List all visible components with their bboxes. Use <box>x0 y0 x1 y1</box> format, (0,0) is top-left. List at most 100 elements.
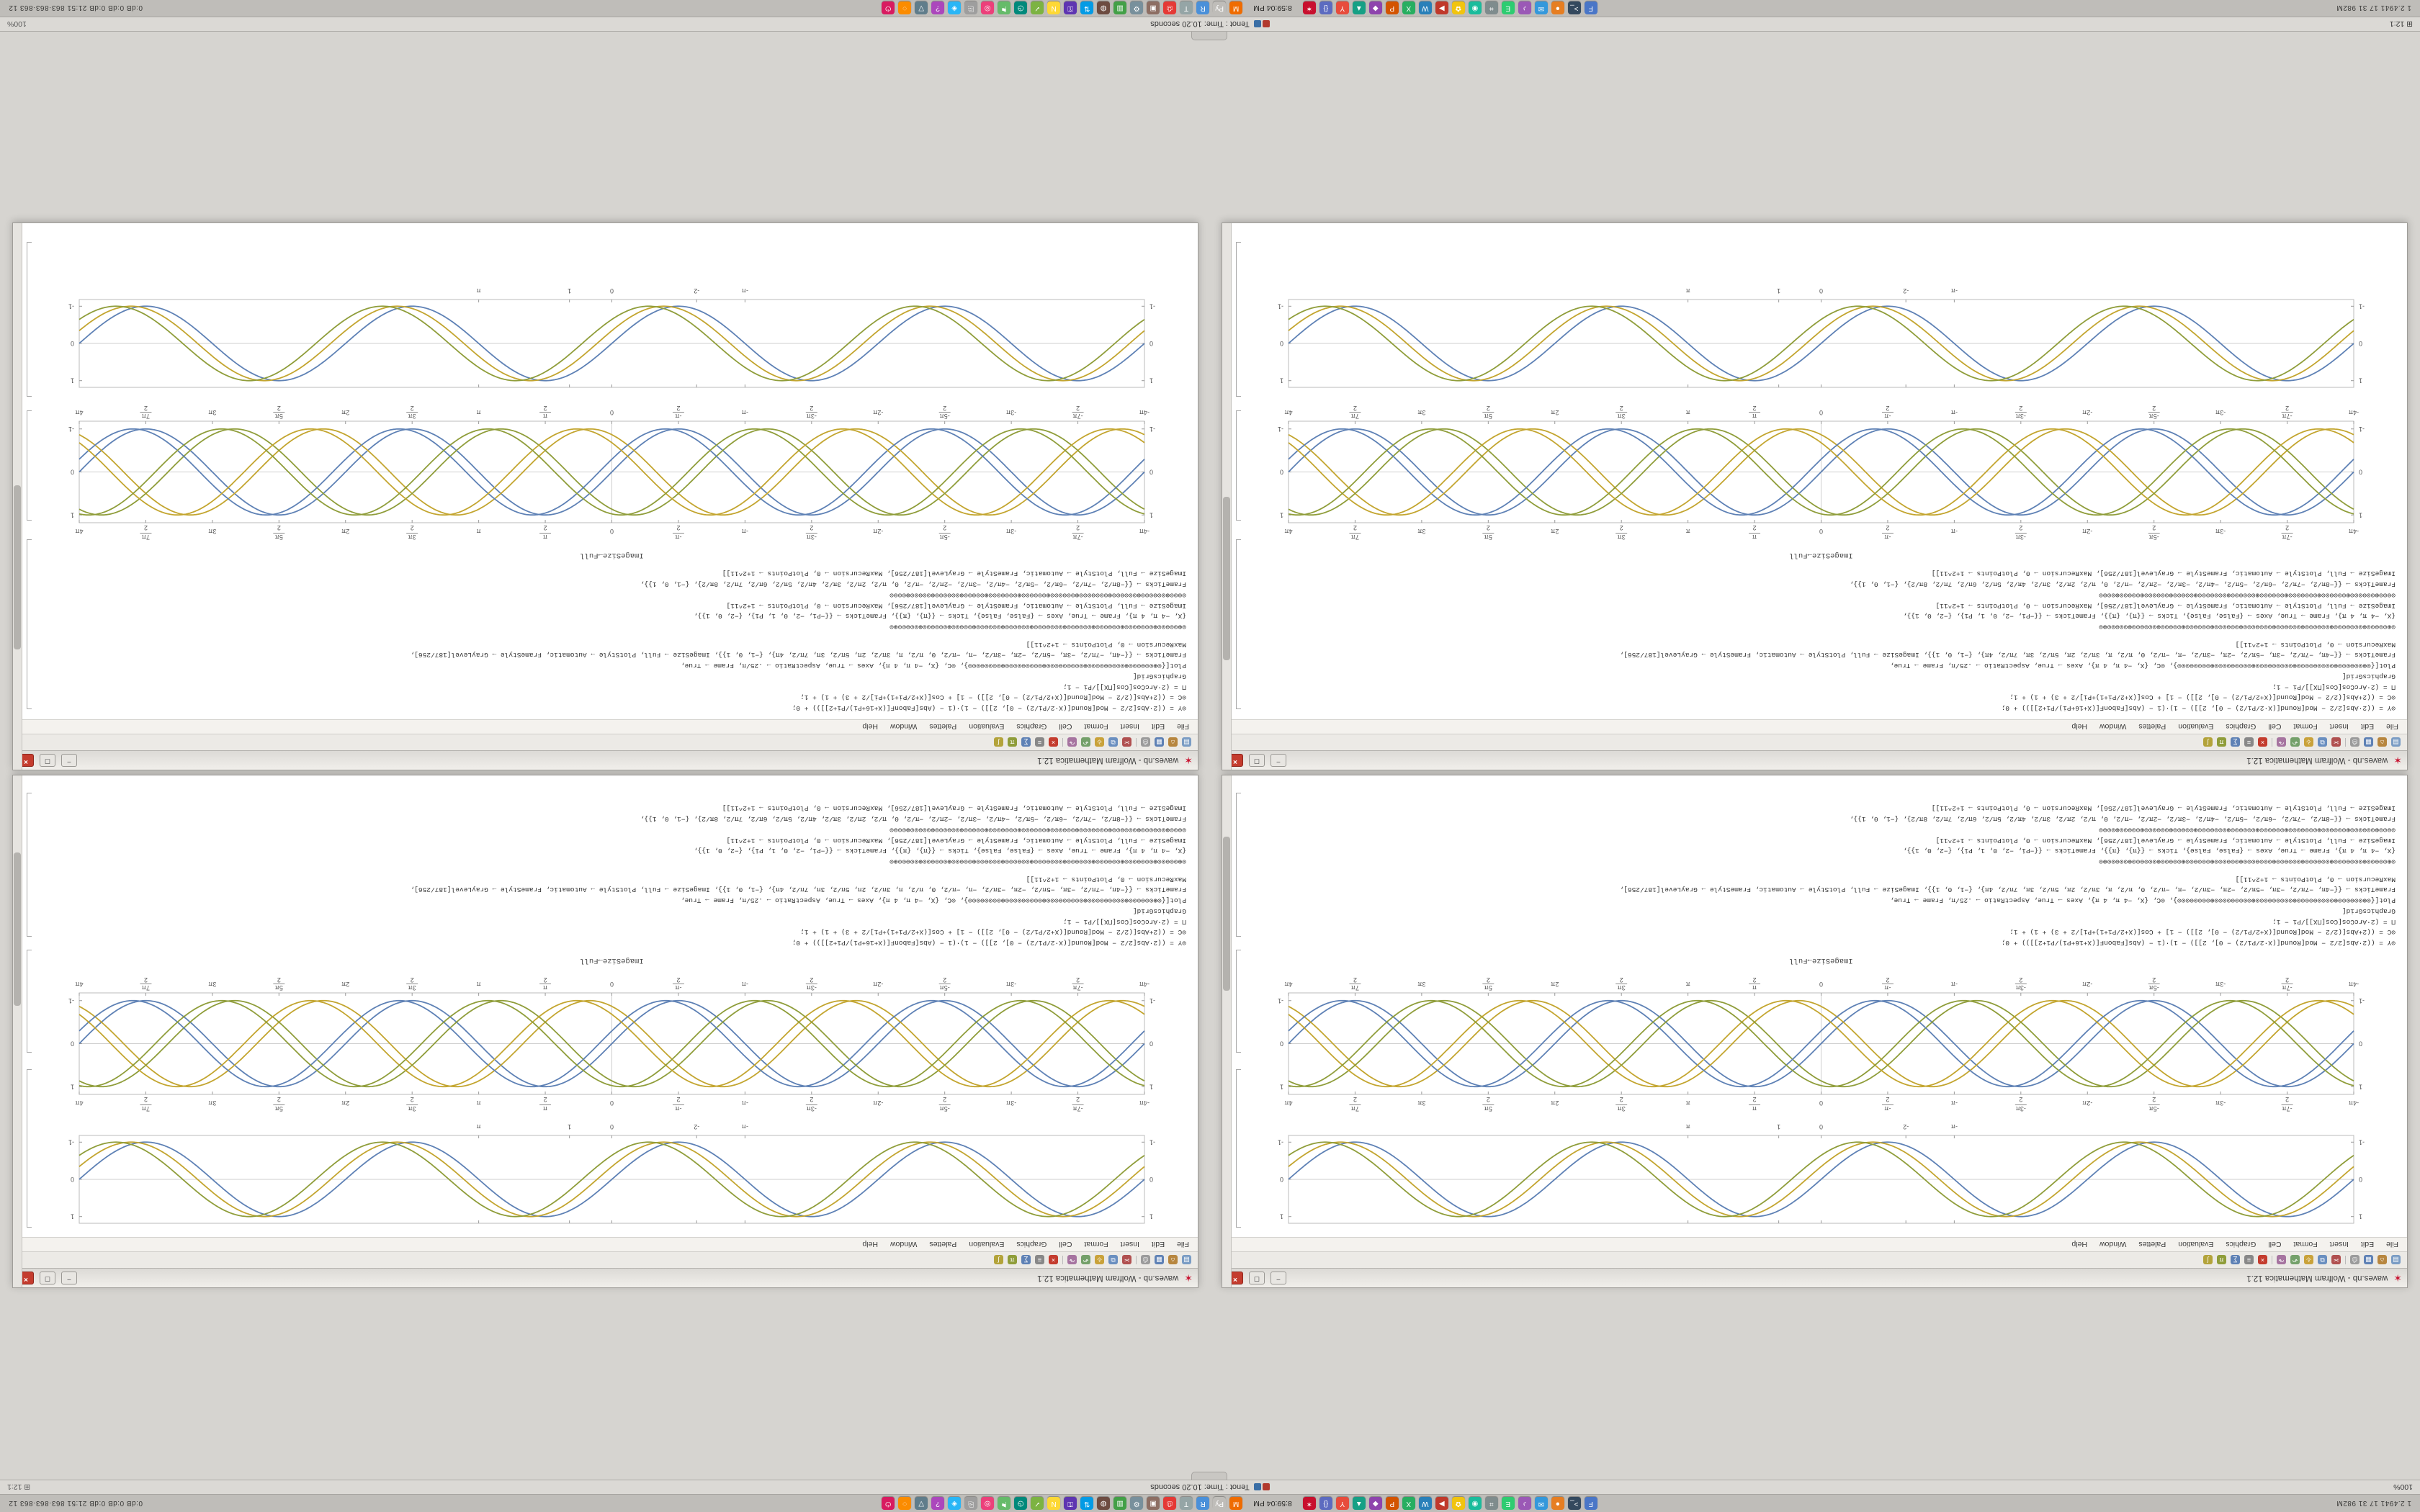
menu-cell[interactable]: Cell <box>2268 1240 2282 1249</box>
app-icon-help[interactable]: ? <box>931 1497 945 1510</box>
app-icon-git[interactable]: Y <box>1335 1497 1349 1510</box>
app-icon-python[interactable]: Py <box>1213 1 1226 14</box>
copy-icon[interactable]: ⧉ <box>1108 737 1118 747</box>
maximize-button[interactable]: ◻ <box>1249 1272 1265 1284</box>
open-icon[interactable]: ⌂ <box>1168 737 1178 747</box>
app-icon-archive[interactable]: ▣ <box>1147 1 1160 14</box>
cut-icon[interactable]: ✂ <box>2331 1255 2341 1265</box>
paste-icon[interactable]: ⎀ <box>1095 737 1104 747</box>
input-cell-2[interactable]: ⊙⊕⊙⊙⊖⊙⊙⊕⊙⊙⊙⊖⊙⊙⊙⊕⊙⊙⊖⊙⊙⊙⊕⊙⊙⊙⊖⊙⊙⊕⊙⊙⊙⊖⊙⊙⊙⊕⊙⊙… <box>640 570 1186 631</box>
sum-palette-icon[interactable]: ∑ <box>1021 1255 1031 1265</box>
paste-icon[interactable]: ⎀ <box>2304 1255 2313 1265</box>
menu-edit[interactable]: Edit <box>1151 1240 1165 1249</box>
app-icon-mail[interactable]: ✉ <box>1534 1497 1548 1510</box>
menu-edit[interactable]: Edit <box>2360 1240 2375 1249</box>
app-icon-mathematica[interactable]: ✶ <box>1302 1497 1316 1510</box>
save-icon[interactable]: ▦ <box>1155 737 1164 747</box>
app-icon-editor[interactable]: E <box>1501 1497 1515 1510</box>
menu-window[interactable]: Window <box>2099 1240 2127 1249</box>
app-icon-matlab[interactable]: M <box>1229 1 1243 14</box>
cell-style-icon[interactable]: ≡ <box>1035 737 1044 747</box>
menu-help[interactable]: Help <box>862 722 878 732</box>
print-icon[interactable]: ⎙ <box>2350 737 2360 747</box>
minimize-button[interactable]: − <box>1270 1272 1286 1284</box>
menu-evaluation[interactable]: Evaluation <box>2178 722 2214 732</box>
maximize-button[interactable]: ◻ <box>1249 754 1265 767</box>
menu-format[interactable]: Format <box>2293 1240 2318 1249</box>
app-icon-ide[interactable]: {} <box>1319 1 1332 14</box>
menu-palettes[interactable]: Palettes <box>929 722 957 732</box>
abort-evaluation-icon[interactable]: × <box>1049 737 1058 747</box>
redo-icon[interactable]: ↷ <box>2277 737 2286 747</box>
cell-bracket-1[interactable] <box>27 1069 32 1228</box>
input-cell-2[interactable]: ⊙⊕⊙⊙⊖⊙⊙⊕⊙⊙⊙⊖⊙⊙⊙⊕⊙⊙⊖⊙⊙⊙⊕⊙⊙⊙⊖⊙⊙⊕⊙⊙⊙⊖⊙⊙⊙⊕⊙⊙… <box>1849 804 2396 865</box>
open-icon[interactable]: ⌂ <box>2378 737 2387 747</box>
cut-icon[interactable]: ✂ <box>1122 1255 1131 1265</box>
maximize-button[interactable]: ◻ <box>40 1272 55 1284</box>
app-icon-photos[interactable]: ✿ <box>1451 1497 1465 1510</box>
app-icon-browser[interactable]: ● <box>1551 1497 1564 1510</box>
cut-icon[interactable]: ✂ <box>2331 737 2341 747</box>
menu-insert[interactable]: Insert <box>2329 722 2349 732</box>
cell-bracket-2[interactable] <box>27 410 32 521</box>
app-icon-print[interactable]: ⎘ <box>964 1497 978 1510</box>
menu-graphics[interactable]: Graphics <box>1016 722 1047 732</box>
menu-help[interactable]: Help <box>2071 1240 2087 1249</box>
scrollbar-thumb[interactable] <box>14 852 21 1006</box>
cell-bracket-1[interactable] <box>27 539 32 710</box>
app-icon-tasks[interactable]: ✓ <box>1031 1 1044 14</box>
maximize-button[interactable]: ◻ <box>40 754 55 767</box>
print-icon[interactable]: ⎙ <box>1141 737 1150 747</box>
input-cell-2[interactable]: ⊙⊕⊙⊙⊖⊙⊙⊕⊙⊙⊙⊖⊙⊙⊙⊕⊙⊙⊖⊙⊙⊙⊕⊙⊙⊙⊖⊙⊙⊕⊙⊙⊙⊖⊙⊙⊙⊕⊙⊙… <box>1849 570 2396 631</box>
app-icon-power[interactable]: ⏻ <box>882 1 895 14</box>
copy-icon[interactable]: ⧉ <box>1108 1255 1118 1265</box>
app-icon-trash[interactable]: ▽ <box>915 1 928 14</box>
app-icon-sheets[interactable]: X <box>1402 1 1415 14</box>
app-icon-video[interactable]: ▶ <box>1435 1 1448 14</box>
app-icon-mathematica[interactable]: ✶ <box>1302 1 1316 14</box>
app-icon-terminal[interactable]: >_ <box>1567 1 1581 14</box>
app-icon-print[interactable]: ⎘ <box>964 1 978 14</box>
save-icon[interactable]: ▦ <box>2364 1255 2373 1265</box>
new-notebook-icon[interactable]: ▤ <box>2391 1255 2401 1265</box>
app-icon-disk[interactable]: ◍ <box>1097 1497 1111 1510</box>
menu-graphics[interactable]: Graphics <box>2226 722 2257 732</box>
redo-icon[interactable]: ↷ <box>1067 737 1077 747</box>
app-icon-power[interactable]: ⏻ <box>882 1497 895 1510</box>
input-cell-1[interactable]: ⊙Y = ((2⋅Abs[2/2 − Mod[Round[(X⋅2/Pi/2) … <box>410 875 1186 947</box>
save-icon[interactable]: ▦ <box>1155 1255 1164 1265</box>
window-titlebar[interactable]: ✶ waves.nb - Wolfram Mathematica 12.1− ◻ × <box>13 750 1198 770</box>
cell-bracket-3[interactable] <box>27 792 32 937</box>
app-icon-store[interactable]: ◈ <box>948 1497 962 1510</box>
print-icon[interactable]: ⎙ <box>1141 1255 1150 1265</box>
app-icon-calc[interactable]: ⌗ <box>1484 1497 1498 1510</box>
undo-icon[interactable]: ↶ <box>2290 1255 2300 1265</box>
app-icon-trash[interactable]: ▽ <box>915 1497 928 1510</box>
sum-palette-icon[interactable]: ∑ <box>2231 737 2240 747</box>
menu-palettes[interactable]: Palettes <box>929 1240 957 1249</box>
app-icon-net[interactable]: ⇅ <box>1080 1 1094 14</box>
cell-bracket-3[interactable] <box>1236 792 1241 937</box>
menu-window[interactable]: Window <box>889 722 918 732</box>
app-icon-video[interactable]: ▶ <box>1435 1497 1448 1510</box>
window-titlebar[interactable]: ✶ waves.nb - Wolfram Mathematica 12.1− ◻ × <box>1222 750 2407 770</box>
copy-icon[interactable]: ⧉ <box>2318 737 2327 747</box>
app-icon-calc[interactable]: ⌗ <box>1484 1 1498 14</box>
app-icon-store[interactable]: ◈ <box>948 1 962 14</box>
app-icon-vpn[interactable]: ⚿ <box>1064 1497 1077 1510</box>
app-icon-settings[interactable]: ⚙ <box>1130 1497 1144 1510</box>
input-cell-1[interactable]: ⊙Y = ((2⋅Abs[2/2 − Mod[Round[(X⋅2/Pi/2) … <box>1619 640 2396 712</box>
notebook-content[interactable]: -π -2 0 1 π 1 1 0 0 -1 -1 -4π -4π -7π 2 -7π 2 -3π -3π -5π 2-… <box>1222 775 2407 1237</box>
pi-palette-icon[interactable]: π <box>1008 737 1017 747</box>
cut-icon[interactable]: ✂ <box>1122 737 1131 747</box>
menu-cell[interactable]: Cell <box>1059 722 1072 732</box>
app-icon-office[interactable]: W <box>1418 1 1432 14</box>
app-icon-notes[interactable]: N <box>1047 1 1061 14</box>
window-scrollbar[interactable] <box>13 775 22 1287</box>
app-icon-archive[interactable]: ▣ <box>1147 1497 1160 1510</box>
new-notebook-icon[interactable]: ▤ <box>2391 737 2401 747</box>
app-icon-sheets[interactable]: X <box>1402 1497 1415 1510</box>
app-icon-slides[interactable]: P <box>1385 1497 1399 1510</box>
app-icon-editor[interactable]: E <box>1501 1 1515 14</box>
app-icon-pdf[interactable]: ⎙ <box>1163 1497 1177 1510</box>
